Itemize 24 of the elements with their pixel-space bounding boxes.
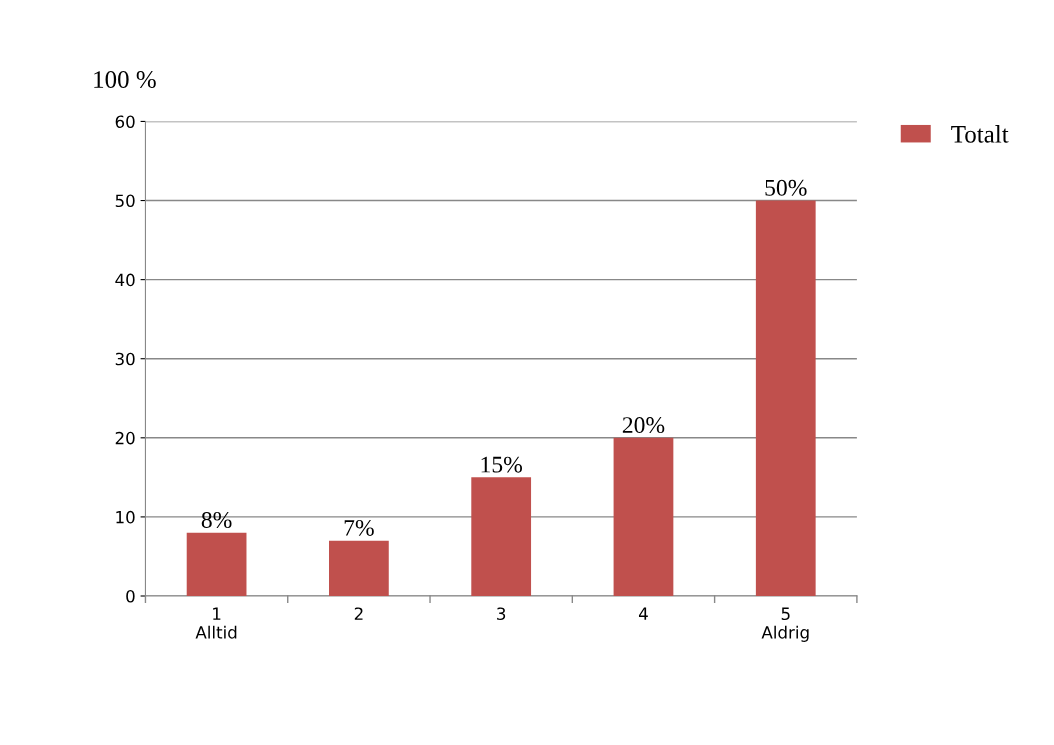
data-label: 15%	[481, 456, 523, 473]
y-tick-label: 20	[115, 431, 135, 445]
y-tick-label: 60	[115, 115, 135, 128]
x-tick-label: 3	[497, 607, 506, 621]
bar	[329, 540, 389, 596]
data-label: 50%	[765, 179, 807, 196]
bar	[186, 532, 247, 596]
data-label: 20%	[622, 417, 665, 434]
data-label: 8%	[201, 511, 232, 529]
y-tick-label: 30	[115, 352, 135, 366]
y-axis-title: 100 %	[94, 71, 156, 88]
y-tick-label: 10	[116, 510, 135, 524]
y-tick-label: 0	[126, 589, 135, 603]
x-tick-label: 1 Alltid	[195, 607, 237, 639]
bar	[471, 477, 532, 596]
data-label: 7%	[344, 519, 374, 536]
x-tick-label: 2	[354, 607, 363, 620]
x-tick-label: 4	[638, 607, 648, 620]
bar	[613, 437, 674, 596]
legend-label: Totalt	[951, 125, 1009, 143]
bar	[755, 200, 816, 596]
x-tick-label: 5 Aldrig	[761, 607, 809, 642]
y-tick-label: 50	[115, 194, 135, 208]
y-tick-label: 40	[115, 273, 135, 287]
